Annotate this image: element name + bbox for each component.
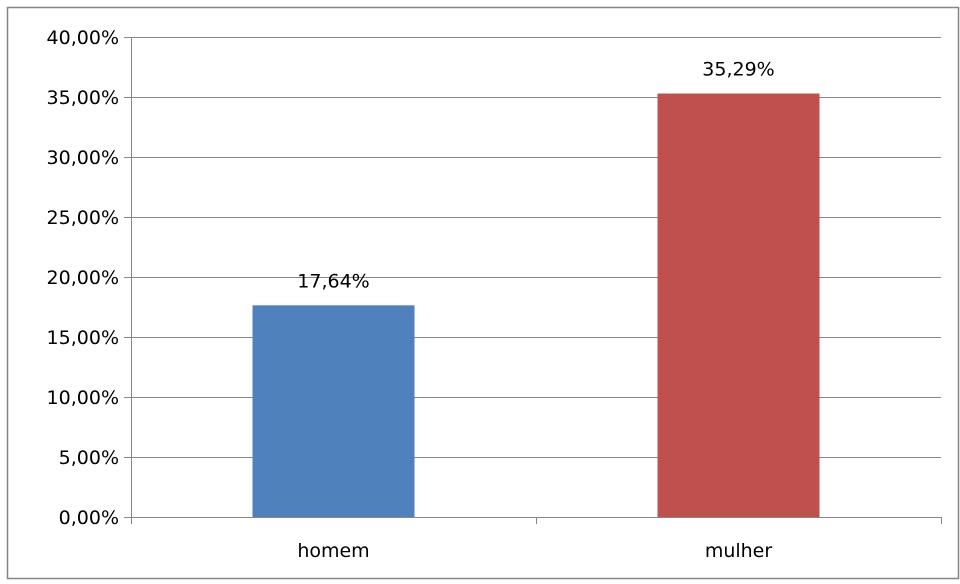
y-tick-label: 15,00% xyxy=(47,327,119,349)
y-tick-label: 30,00% xyxy=(47,147,119,169)
data-label: 17,64% xyxy=(297,270,369,292)
y-tick-label: 40,00% xyxy=(47,27,119,49)
bar-mulher xyxy=(657,93,820,518)
labels: 0,00% 5,00% 10,00% 15,00% 20,00% 25,00% 30,00%… xyxy=(47,27,775,562)
bar-homem xyxy=(252,305,415,517)
axes xyxy=(124,37,942,524)
y-tick-label: 10,00% xyxy=(47,387,119,409)
x-tick-label: mulher xyxy=(705,540,773,562)
x-tick-label: homem xyxy=(297,540,369,562)
data-label: 35,29% xyxy=(702,59,774,81)
y-tick-label: 20,00% xyxy=(47,267,119,289)
y-tick-label: 25,00% xyxy=(47,207,119,229)
y-tick-label: 0,00% xyxy=(59,507,119,529)
y-tick-label: 35,00% xyxy=(47,87,119,109)
bars xyxy=(252,93,820,518)
y-tick-label: 5,00% xyxy=(59,447,119,469)
